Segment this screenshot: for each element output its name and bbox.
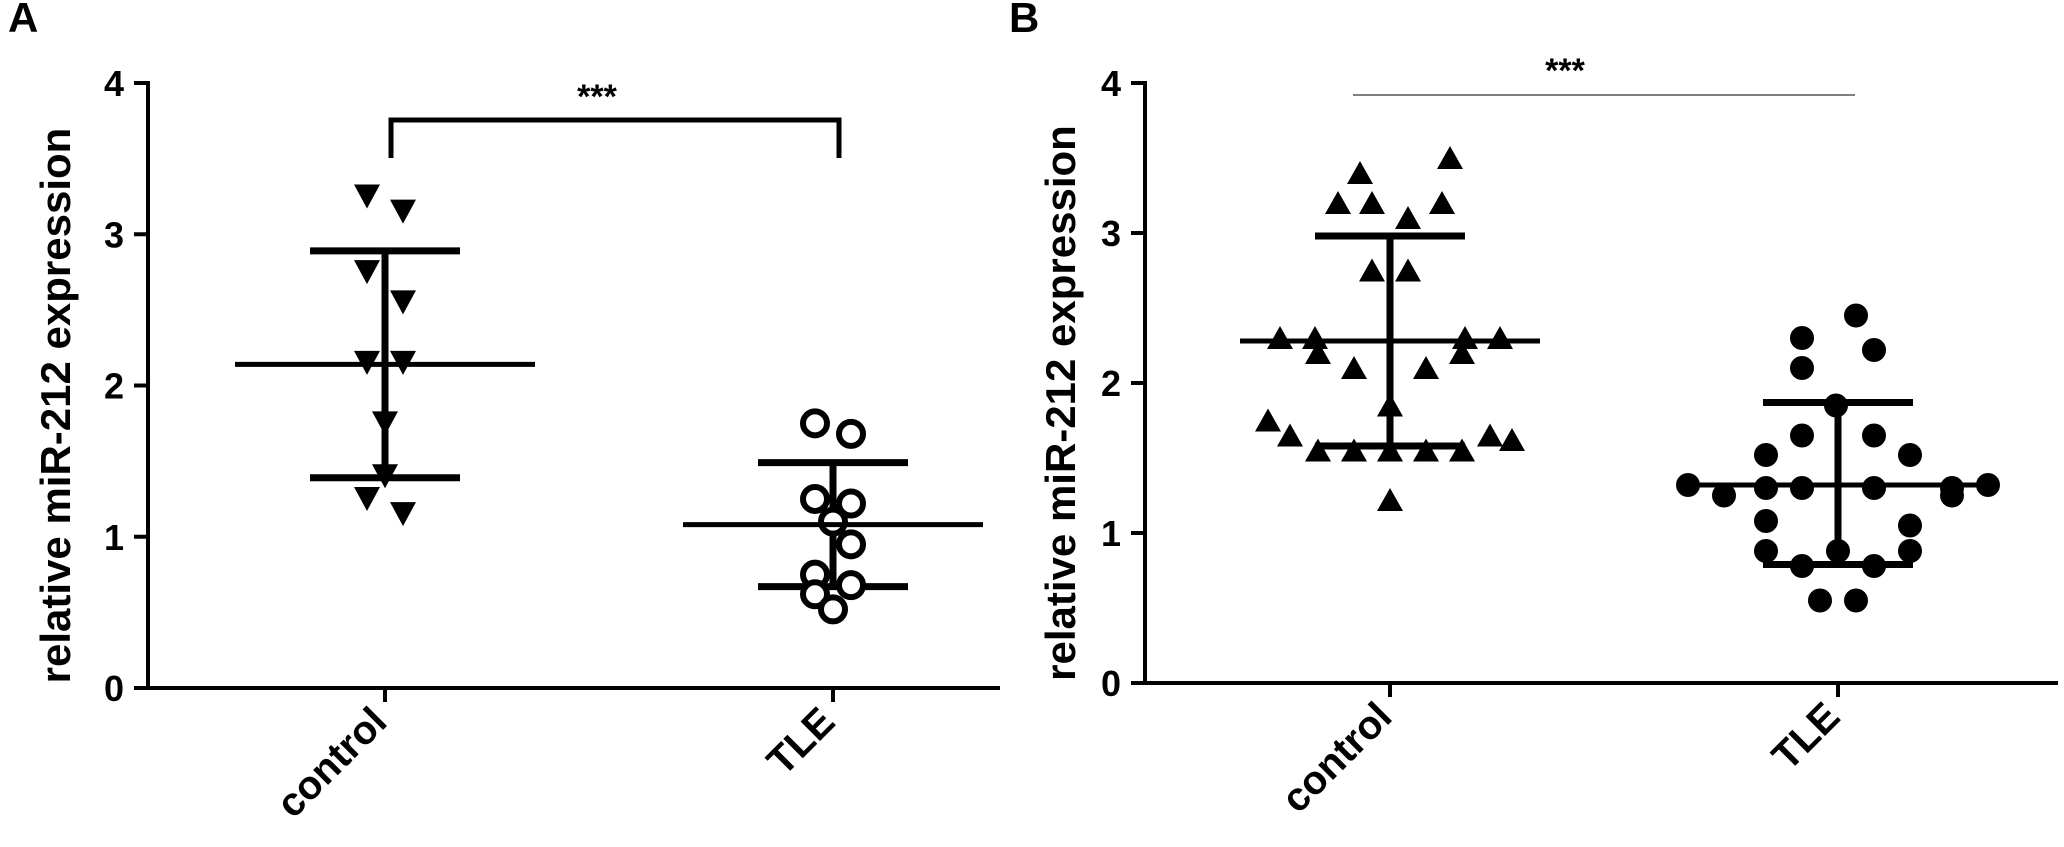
y-tick-label: 3 bbox=[104, 214, 124, 255]
data-point bbox=[390, 290, 416, 315]
panel-letter: B bbox=[1009, 0, 1039, 41]
data-point bbox=[1790, 554, 1814, 578]
data-point bbox=[1437, 146, 1463, 169]
data-point bbox=[354, 486, 380, 511]
data-point bbox=[1808, 588, 1832, 613]
data-point bbox=[1790, 423, 1814, 448]
data-point bbox=[800, 579, 830, 610]
data-point bbox=[354, 184, 380, 209]
series-group bbox=[1676, 303, 2000, 613]
data-point bbox=[1898, 539, 1922, 563]
data-point bbox=[1754, 476, 1778, 500]
data-point bbox=[1754, 509, 1778, 533]
data-point bbox=[1790, 356, 1814, 380]
data-point bbox=[1449, 341, 1475, 364]
data-point bbox=[1862, 476, 1886, 500]
y-tick-label: 0 bbox=[104, 668, 124, 709]
data-point bbox=[818, 506, 848, 537]
category-label: control bbox=[1273, 694, 1400, 821]
data-point bbox=[800, 483, 830, 514]
series-group bbox=[1240, 146, 1540, 511]
data-point bbox=[1413, 438, 1439, 462]
data-point bbox=[1826, 539, 1850, 563]
significance-label: *** bbox=[1545, 52, 1585, 90]
series-group bbox=[235, 184, 535, 527]
panel-b: B 0 1 2 3 4 relative miR-212 expression control… bbox=[1009, 0, 2058, 821]
y-axis-label: relative miR-212 expression bbox=[1037, 125, 1084, 681]
data-point bbox=[1255, 408, 1281, 432]
data-point bbox=[1325, 191, 1351, 214]
y-tick-label: 2 bbox=[1101, 363, 1121, 404]
y-tick-label: 3 bbox=[1101, 213, 1121, 254]
data-point bbox=[1413, 356, 1439, 379]
data-point bbox=[836, 529, 866, 560]
data-point bbox=[1898, 513, 1922, 538]
data-point bbox=[836, 418, 866, 449]
data-point bbox=[1712, 483, 1736, 508]
y-tick-label: 2 bbox=[104, 366, 124, 407]
data-point bbox=[1302, 326, 1328, 349]
data-point bbox=[354, 260, 380, 285]
data-point bbox=[1395, 258, 1421, 282]
data-point bbox=[390, 199, 416, 224]
y-tick-label: 4 bbox=[1101, 63, 1121, 104]
data-point bbox=[1844, 303, 1868, 328]
y-tick-label: 1 bbox=[1101, 513, 1121, 554]
data-point bbox=[1395, 206, 1421, 229]
data-point bbox=[1452, 326, 1478, 349]
data-point bbox=[1499, 428, 1525, 451]
data-point bbox=[1341, 438, 1367, 462]
y-tick-label: 1 bbox=[104, 517, 124, 558]
data-point bbox=[372, 464, 398, 489]
data-point bbox=[836, 488, 866, 519]
data-point bbox=[1862, 554, 1886, 578]
data-point bbox=[1449, 438, 1475, 462]
data-point bbox=[1824, 393, 1848, 418]
data-point bbox=[1277, 423, 1303, 447]
data-point bbox=[1844, 588, 1868, 613]
y-tick-label: 0 bbox=[1101, 663, 1121, 704]
data-point bbox=[1359, 191, 1385, 214]
data-point bbox=[1305, 438, 1331, 462]
data-point bbox=[1377, 393, 1403, 417]
category-label: control bbox=[268, 699, 395, 826]
data-point bbox=[390, 502, 416, 527]
data-point bbox=[1305, 341, 1331, 364]
category-label: TLE bbox=[759, 699, 844, 784]
data-point bbox=[1267, 326, 1293, 349]
data-point bbox=[818, 594, 848, 625]
data-point bbox=[1359, 258, 1385, 282]
data-point bbox=[836, 570, 866, 601]
data-point bbox=[1940, 483, 1964, 508]
significance-bracket bbox=[388, 117, 842, 158]
y-tick-label: 4 bbox=[104, 63, 124, 104]
data-point bbox=[1477, 423, 1503, 447]
y-axis-label: relative miR-212 expression bbox=[32, 128, 79, 684]
data-point bbox=[372, 411, 398, 436]
data-point bbox=[1429, 191, 1455, 214]
data-point bbox=[1898, 443, 1922, 467]
data-point bbox=[1862, 338, 1886, 362]
data-point bbox=[1377, 438, 1403, 462]
data-point bbox=[800, 408, 830, 439]
panel-letter: A bbox=[8, 0, 38, 41]
category-label: TLE bbox=[1764, 694, 1849, 779]
significance-label: *** bbox=[577, 78, 617, 116]
data-point bbox=[1790, 326, 1814, 350]
data-point bbox=[1754, 443, 1778, 467]
data-point bbox=[1487, 326, 1513, 349]
data-point bbox=[1377, 488, 1403, 511]
panel-a: A 0 1 2 3 4 relative miR-212 expression control… bbox=[8, 0, 1000, 826]
series-group bbox=[683, 408, 983, 625]
data-point bbox=[1341, 356, 1367, 379]
data-point bbox=[1347, 161, 1373, 184]
data-point bbox=[1790, 476, 1814, 500]
data-point bbox=[1862, 423, 1886, 448]
data-point bbox=[1754, 539, 1778, 563]
